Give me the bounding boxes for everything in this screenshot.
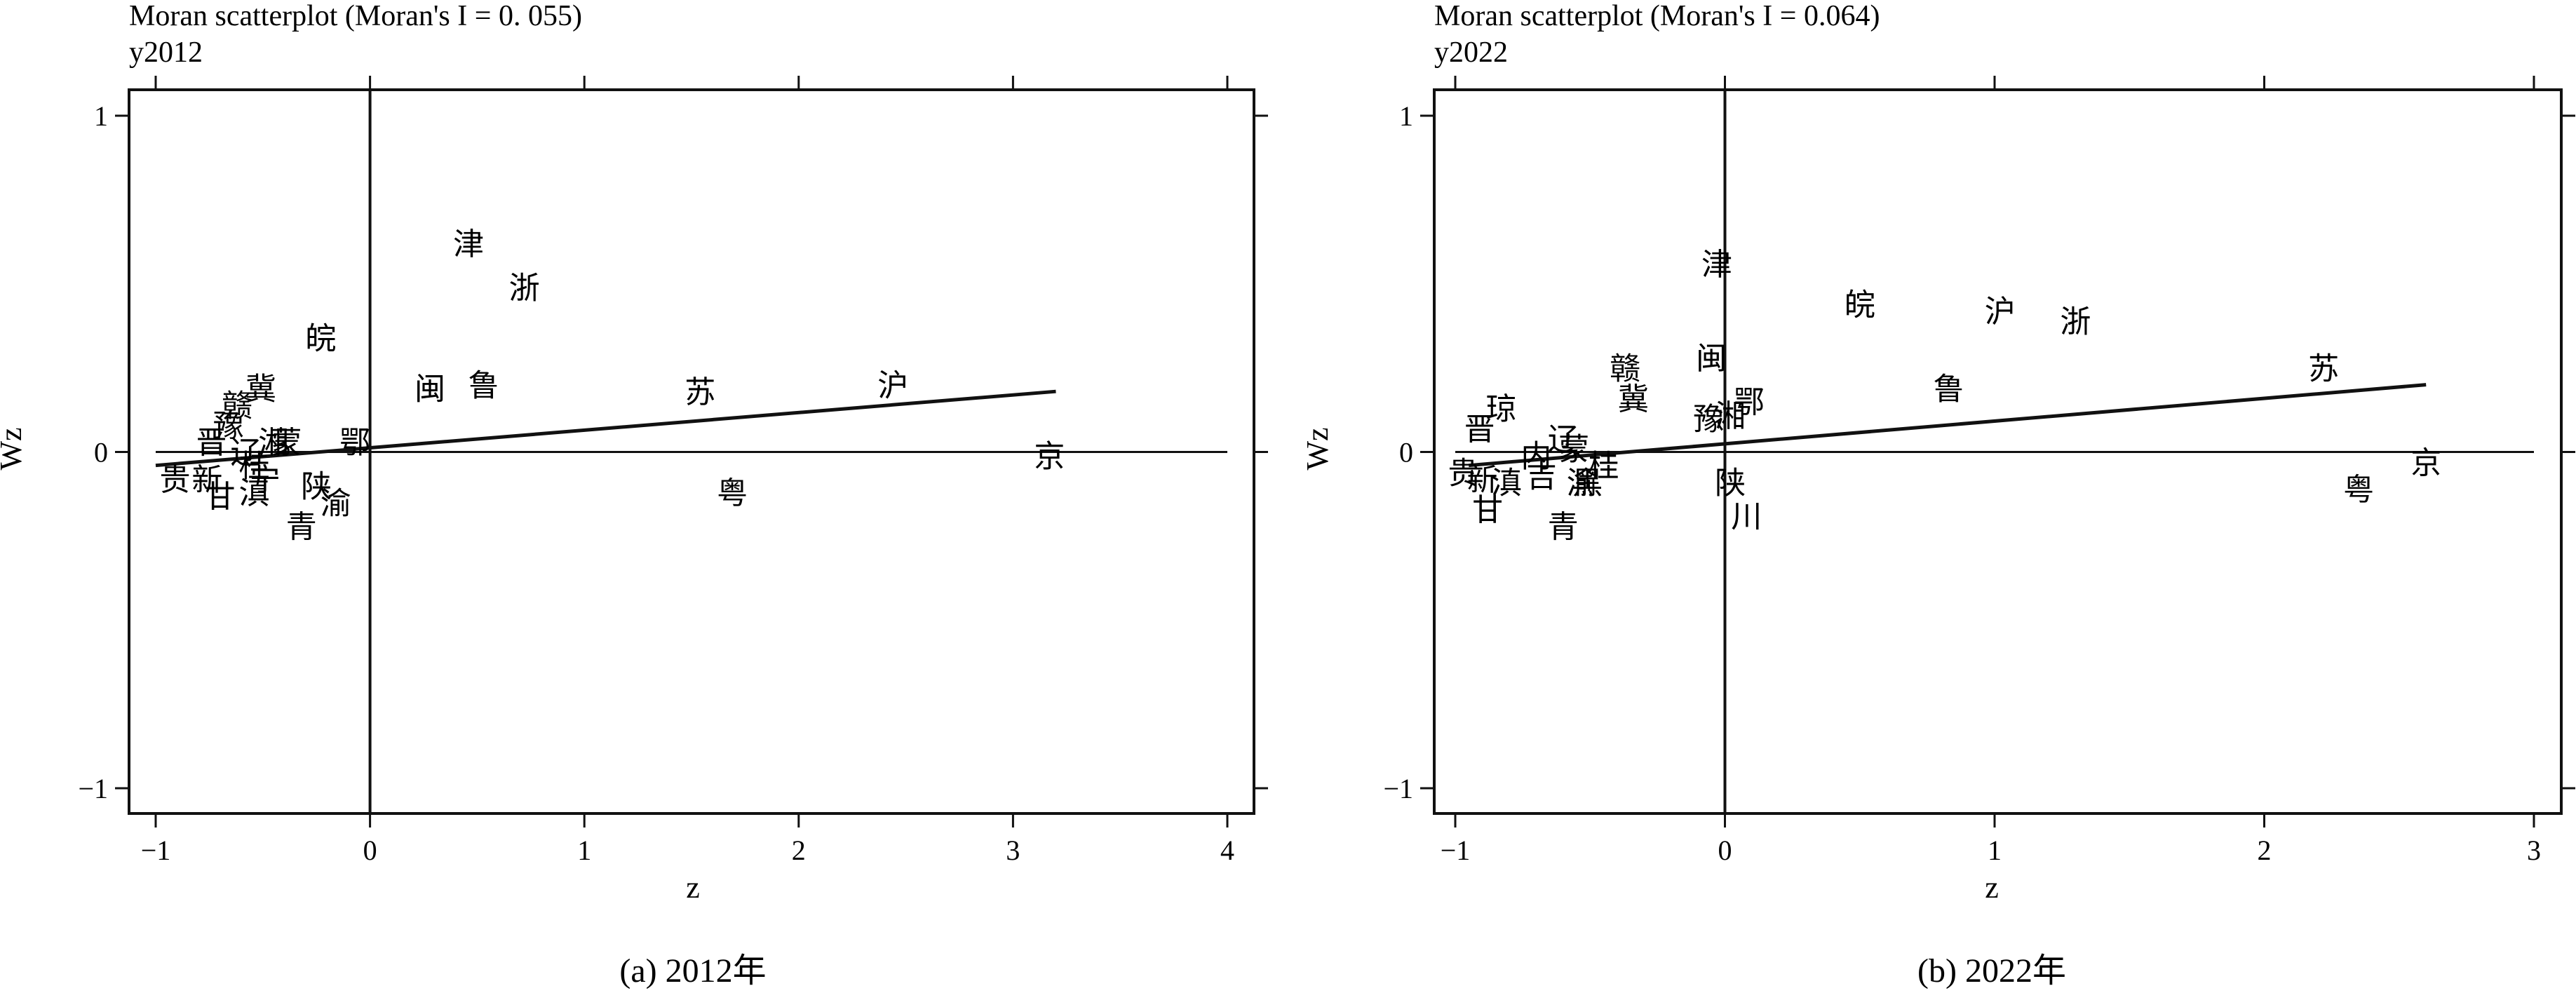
point-label: 川 (1731, 500, 1762, 534)
point-label: 宁 (250, 463, 281, 497)
point-label: 豫 (1693, 403, 1724, 437)
point-label: 辽 (1548, 422, 1579, 457)
x-tick-label: 2 (2258, 835, 2272, 866)
point-label: 苏 (685, 375, 715, 410)
point-label: 津 (1701, 248, 1732, 282)
point-label: 吉 (1526, 459, 1557, 494)
point-label: 皖 (1845, 288, 1875, 323)
x-tick-label: 2 (792, 835, 806, 866)
point-label: 贵 (160, 463, 191, 497)
x-tick-label: −1 (1441, 835, 1471, 866)
point-label: 蒙 (271, 426, 302, 460)
point-label: 闽 (414, 372, 445, 406)
panel-caption: (a) 2012年 (619, 952, 766, 989)
point-label: 渝 (321, 486, 351, 520)
point-label: 琼 (1485, 392, 1516, 426)
point-label: 青 (1548, 510, 1579, 544)
point-label: 鲁 (468, 369, 499, 403)
x-tick-label: 3 (2527, 835, 2541, 866)
y-axis-label: Wz (0, 427, 28, 470)
point-label: 鄂 (1734, 386, 1765, 420)
point-label: 京 (2410, 446, 2441, 480)
point-label: 沪 (877, 369, 908, 403)
regression-line (1469, 383, 2427, 468)
point-label: 新 (191, 463, 222, 497)
point-label: 冀 (1618, 382, 1649, 417)
point-label: 辽 (230, 436, 261, 471)
point-label: 青 (286, 510, 317, 544)
chart-subtitle: y2022 (1434, 36, 1508, 69)
y-tick-label: −1 (1383, 773, 1413, 804)
chart-subtitle: y2012 (129, 36, 203, 69)
point-label: 贵 (1448, 456, 1479, 490)
point-label: 赣 (1610, 352, 1640, 386)
point-label: 桂 (1588, 450, 1619, 484)
x-tick-label: −1 (141, 835, 171, 866)
plot-area: −1 0 1 2 3 −1 0 1 津皖 沪 浙闽 赣冀 鄂湘豫 鲁 苏琼晋 辽内 蒙桂吉 贵新滇 渝黑甘青 陕川 粤 京 (1383, 76, 2575, 866)
point-label: 皖 (305, 321, 336, 356)
point-label: 粤 (2343, 473, 2374, 507)
x-axis-label: z (1985, 870, 1999, 905)
x-tick-label: 0 (363, 835, 377, 866)
x-tick-label: 0 (1718, 835, 1732, 866)
point-label: 闽 (1696, 342, 1727, 376)
panel-caption: (b) 2022年 (1917, 952, 2066, 989)
x-axis-label: z (686, 870, 700, 905)
x-tick-label: 1 (1988, 835, 2002, 866)
point-label: 湘 (1715, 399, 1746, 433)
y-axis-label: Wz (1300, 427, 1335, 470)
y-tick-label: 1 (94, 100, 108, 132)
point-label: 粤 (717, 476, 748, 511)
plot-area: −1 0 1 2 3 4 −1 0 1 津浙皖闽鲁 苏 沪京粤 鄂 冀赣豫 湘蒙 晋 辽桂 贵新宁甘滇陕渝青 (78, 76, 1268, 866)
point-label: 沪 (1985, 295, 2016, 329)
point-label: 晋 (1464, 412, 1495, 447)
x-tick-label: 3 (1006, 835, 1020, 866)
y-tick-label: 0 (1399, 437, 1413, 468)
point-label: 渝 (1567, 466, 1598, 501)
panel-2022: Moran scatterplot (Moran's I = 0.064) y2… (1300, 0, 2575, 989)
point-label: 新 (1466, 463, 1497, 497)
point-label: 鲁 (1934, 372, 1964, 406)
point-label: 豫 (213, 409, 244, 443)
regression-line (155, 389, 1056, 468)
point-label: 湘 (258, 426, 289, 460)
panel-2012: Moran scatterplot (Moran's I = 0. 055) y… (0, 0, 1268, 989)
point-label: 陕 (1715, 466, 1746, 501)
x-tick-label: 1 (577, 835, 591, 866)
point-label: 黑 (1572, 466, 1603, 501)
y-tick-label: 0 (94, 437, 108, 468)
point-label: 陕 (301, 469, 332, 504)
point-label: 津 (453, 227, 484, 262)
chart-title: Moran scatterplot (Moran's I = 0.064) (1434, 0, 1880, 32)
point-label: 甘 (205, 480, 236, 514)
x-tick-label: 4 (1220, 835, 1234, 866)
point-label: 浙 (509, 271, 540, 306)
point-label: 鄂 (339, 426, 370, 460)
point-label: 滇 (239, 476, 270, 511)
point-label: 苏 (2308, 352, 2339, 386)
point-label: 浙 (2060, 304, 2091, 339)
point-label: 桂 (239, 450, 270, 484)
point-label: 内 (1520, 439, 1551, 473)
y-tick-label: 1 (1399, 100, 1413, 132)
point-label: 京 (1034, 439, 1065, 473)
point-label: 蒙 (1558, 433, 1589, 467)
y-tick-label: −1 (78, 773, 108, 804)
chart-title: Moran scatterplot (Moran's I = 0. 055) (129, 0, 582, 32)
point-label: 滇 (1491, 466, 1522, 501)
point-label: 冀 (245, 372, 276, 406)
point-label: 晋 (196, 426, 227, 460)
point-label: 赣 (222, 389, 252, 423)
point-label: 甘 (1472, 493, 1503, 527)
